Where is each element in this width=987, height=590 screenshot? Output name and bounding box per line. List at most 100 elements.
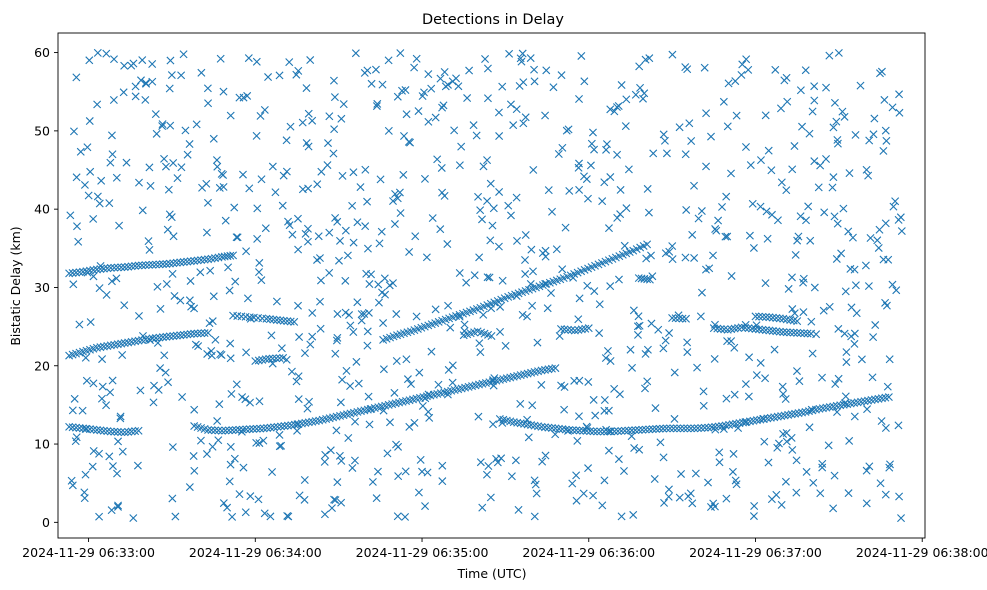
track-point (256, 424, 265, 433)
noise-point (131, 92, 140, 101)
noise-point (303, 237, 312, 246)
track-point (89, 425, 98, 434)
noise-point (824, 441, 833, 450)
noise-point (888, 103, 897, 112)
noise-point (529, 165, 538, 174)
track-point (113, 263, 122, 272)
noise-point (771, 65, 780, 74)
noise-point (641, 349, 650, 358)
noise-point (639, 94, 647, 103)
track-point (79, 424, 87, 433)
noise-point (483, 273, 492, 282)
track-point (103, 427, 112, 436)
noise-point (831, 380, 840, 389)
noise-point (245, 184, 254, 193)
noise-point (122, 158, 131, 167)
track-point (751, 312, 760, 321)
noise-point (544, 186, 553, 195)
noise-point (282, 355, 291, 364)
noise-point (485, 273, 494, 282)
noise-point (294, 372, 303, 381)
noise-point (108, 376, 117, 385)
noise-point (178, 393, 187, 401)
noise-point (292, 377, 301, 386)
noise-point (512, 193, 521, 202)
track-point (575, 426, 584, 435)
noise-point (806, 236, 815, 245)
noise-point (237, 427, 246, 436)
track-point (134, 426, 143, 435)
noise-point (634, 330, 642, 339)
noise-point (881, 490, 890, 499)
noise-point (136, 386, 145, 395)
noise-point (795, 377, 804, 386)
noise-point (796, 212, 805, 221)
noise-point (255, 397, 264, 406)
noise-point (722, 494, 731, 503)
noise-point (690, 253, 699, 262)
noise-point (302, 139, 311, 148)
track-point (110, 427, 119, 436)
noise-point (590, 287, 599, 296)
noise-point (264, 73, 273, 82)
noise-point (488, 221, 497, 230)
noise-point (496, 302, 505, 311)
noise-point (173, 174, 182, 183)
noise-point (228, 512, 237, 521)
noise-point (226, 354, 235, 363)
track-point (120, 428, 129, 437)
noise-point (412, 54, 421, 63)
noise-point (675, 123, 684, 132)
noise-point (864, 282, 873, 291)
noise-point (862, 466, 871, 475)
noise-point (152, 129, 161, 138)
noise-point (882, 136, 891, 145)
noise-point (399, 170, 408, 179)
noise-point (373, 467, 382, 476)
noise-point (333, 217, 342, 226)
noise-point (629, 306, 638, 315)
y-tick-label: 60 (34, 45, 50, 60)
noise-point (681, 150, 690, 159)
noise-point (85, 56, 94, 65)
noise-point (848, 233, 857, 242)
noise-point (365, 280, 374, 289)
noise-point (71, 437, 80, 446)
noise-point (693, 363, 702, 372)
noise-point (521, 256, 530, 264)
noise-point (888, 280, 897, 289)
noise-point (749, 243, 758, 252)
noise-point (282, 136, 291, 145)
noise-point (895, 90, 904, 99)
noise-point (151, 110, 160, 119)
noise-point (96, 262, 105, 270)
track-point (270, 423, 279, 432)
noise-point (443, 240, 452, 249)
noise-point (723, 122, 732, 131)
track-point (245, 425, 254, 434)
noise-point (242, 247, 251, 256)
track-point (672, 424, 681, 433)
track-point (607, 427, 615, 436)
noise-point (167, 213, 176, 222)
noise-point (561, 223, 570, 232)
noise-point (833, 219, 842, 228)
noise-point (118, 447, 127, 456)
track-point (283, 421, 292, 430)
noise-point (764, 146, 773, 155)
noise-point (164, 378, 173, 387)
noise-point (367, 79, 376, 88)
noise-point (603, 347, 612, 355)
noise-point (252, 57, 261, 66)
noise-point (681, 253, 690, 262)
noise-point (330, 125, 339, 134)
noise-point (719, 425, 728, 434)
track-point (613, 427, 622, 436)
track-point (803, 329, 812, 338)
track-point (204, 425, 213, 434)
x-tick-label: 2024-11-29 06:35:00 (356, 545, 489, 560)
track-point (596, 427, 605, 436)
noise-point (316, 276, 325, 285)
noise-point (595, 300, 604, 309)
noise-point (257, 175, 266, 184)
